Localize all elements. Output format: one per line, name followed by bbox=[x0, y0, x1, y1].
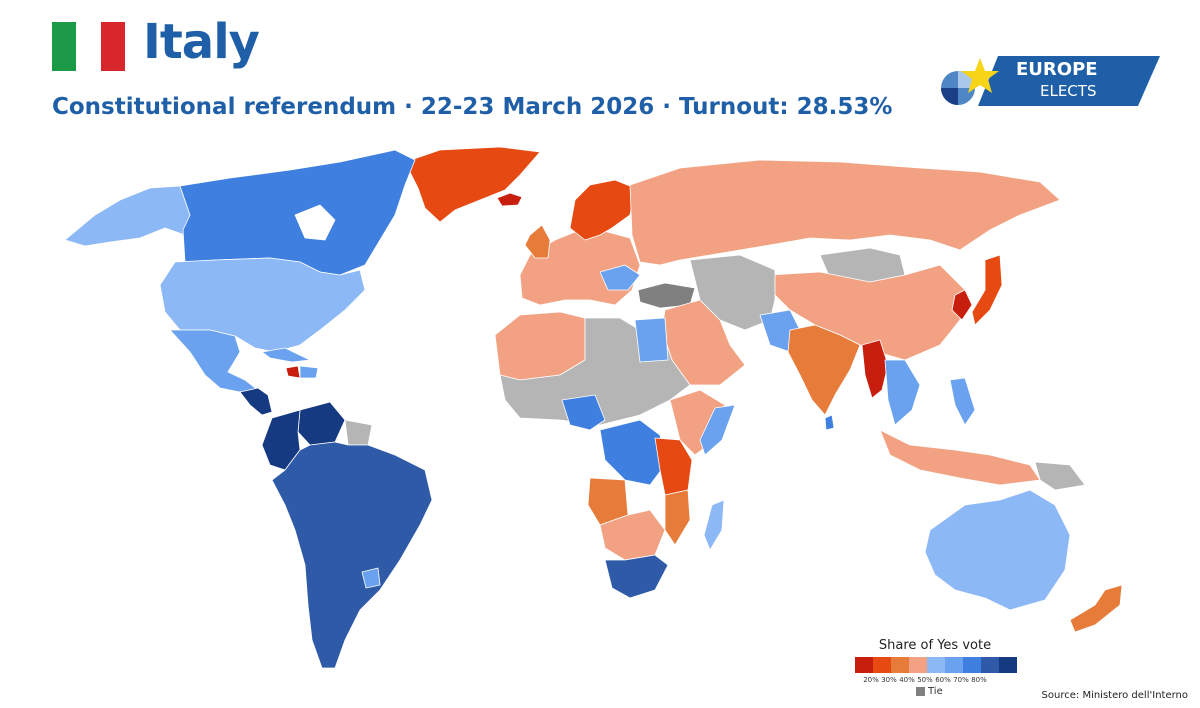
page-subtitle: Constitutional referendum · 22-23 March … bbox=[52, 94, 893, 120]
region-west-africa bbox=[561, 394, 606, 431]
legend-tie-swatch bbox=[916, 687, 925, 696]
legend-tick-label: 50% bbox=[917, 676, 933, 684]
flag-green-band bbox=[52, 22, 76, 71]
legend-swatch bbox=[981, 657, 999, 673]
region-hudson-bay bbox=[294, 204, 336, 241]
region-mexico bbox=[169, 329, 259, 393]
legend-color-scale bbox=[855, 657, 1017, 673]
legend-tick-label: 40% bbox=[899, 676, 915, 684]
region-cuba bbox=[261, 347, 311, 363]
region-russia bbox=[629, 159, 1061, 266]
region-central-africa bbox=[599, 419, 666, 486]
region-balkans bbox=[599, 264, 641, 291]
region-australia bbox=[924, 489, 1071, 611]
region-alaska bbox=[64, 185, 191, 247]
legend-swatch bbox=[927, 657, 945, 673]
region-japan bbox=[971, 254, 1003, 326]
region-india bbox=[787, 324, 861, 416]
region-haiti bbox=[285, 365, 301, 379]
region-mozambique bbox=[664, 489, 691, 546]
source-note: Source: Ministero dell'Interno bbox=[1041, 690, 1188, 701]
region-indonesia bbox=[879, 429, 1041, 486]
region-philippines bbox=[949, 377, 976, 426]
region-venezuela bbox=[297, 401, 346, 446]
region-south-africa bbox=[604, 554, 669, 599]
legend-tie: Tie bbox=[916, 686, 943, 697]
legend-swatch bbox=[999, 657, 1017, 673]
region-new-zealand bbox=[1069, 584, 1123, 633]
page-title: Italy bbox=[143, 14, 260, 70]
legend-swatch bbox=[963, 657, 981, 673]
logo-line-2: ELECTS bbox=[1040, 82, 1097, 100]
legend-swatch bbox=[909, 657, 927, 673]
legend-tick-label: 70% bbox=[953, 676, 969, 684]
region-south-america bbox=[271, 441, 433, 669]
region-uk-ireland bbox=[524, 224, 551, 259]
region-greenland bbox=[404, 146, 541, 223]
legend-swatch bbox=[855, 657, 873, 673]
legend-swatch bbox=[873, 657, 891, 673]
legend-ticks: 20% 30% 40% 50% 60% 70% 80% bbox=[862, 676, 988, 684]
logo-line-1: EUROPE bbox=[1016, 59, 1098, 80]
region-sri-lanka bbox=[824, 414, 835, 431]
region-dominican-republic bbox=[299, 365, 319, 379]
region-madagascar bbox=[703, 499, 725, 551]
region-southern-africa bbox=[599, 509, 666, 561]
legend-tick-label: 30% bbox=[881, 676, 897, 684]
region-somalia bbox=[699, 404, 736, 456]
region-canada bbox=[179, 149, 416, 276]
flag-red-band bbox=[101, 22, 125, 71]
italy-flag bbox=[52, 22, 125, 71]
legend-swatch bbox=[945, 657, 963, 673]
legend-tie-label: Tie bbox=[928, 686, 943, 697]
region-indochina bbox=[884, 359, 921, 426]
legend-tick-label: 60% bbox=[935, 676, 951, 684]
region-uruguay bbox=[361, 567, 381, 589]
region-central-america bbox=[239, 387, 273, 416]
region-iceland bbox=[496, 192, 523, 207]
legend-tick-label: 80% bbox=[971, 676, 987, 684]
region-china bbox=[769, 264, 966, 361]
legend-swatch bbox=[891, 657, 909, 673]
region-korea bbox=[951, 289, 973, 321]
region-scandinavia bbox=[569, 179, 636, 241]
region-papua-new-guinea bbox=[1034, 461, 1086, 491]
region-egypt bbox=[634, 317, 669, 363]
region-guianas bbox=[344, 419, 373, 446]
region-myanmar bbox=[861, 339, 889, 399]
legend-tick-label: 20% bbox=[863, 676, 879, 684]
europe-elects-logo bbox=[941, 56, 1160, 106]
legend-title: Share of Yes vote bbox=[878, 638, 992, 653]
